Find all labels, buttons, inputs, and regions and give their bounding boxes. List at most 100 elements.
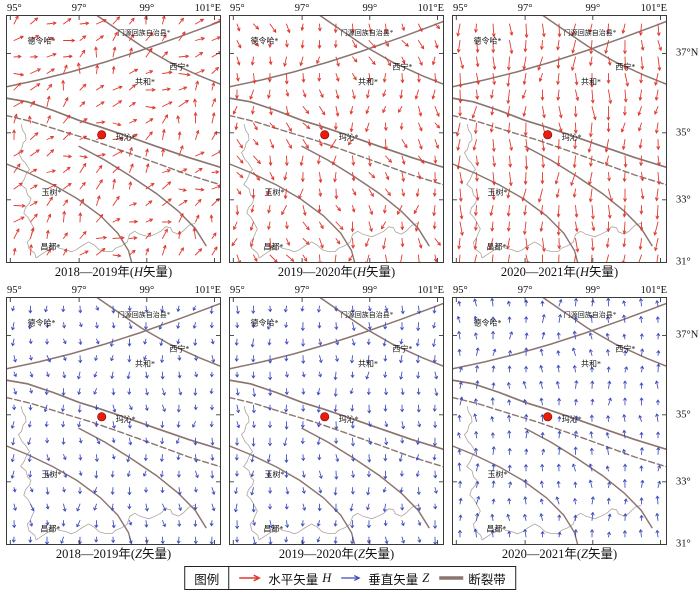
svg-text:西宁*: 西宁* xyxy=(392,344,412,354)
longitude-axis: 95° 97° 99° 101°E xyxy=(452,2,667,15)
lon-tick-label: 95° xyxy=(7,3,22,14)
svg-text:昌都*: 昌都* xyxy=(486,242,506,251)
lon-tick-label: 99° xyxy=(362,285,378,296)
svg-text:共和*: 共和* xyxy=(358,77,378,86)
svg-text:玛沁*: 玛沁* xyxy=(562,414,582,424)
caption-variable: H xyxy=(579,265,590,279)
svg-text:玉树*: 玉树* xyxy=(488,469,508,479)
caption-text: 2018—2019年( xyxy=(54,265,134,279)
city-labels: 德令哈* 门源回族自治县* 西宁* 共和* 玛沁* 玉树* 昌都* xyxy=(474,28,636,252)
svg-text:西宁*: 西宁* xyxy=(615,62,635,72)
city-labels: 德令哈* 门源回族自治县* 西宁* 共和* 玛沁* 玉树* 昌都* xyxy=(28,28,190,252)
panel-caption: 2020—2021年(H矢量) xyxy=(452,263,667,282)
axis-ticks xyxy=(7,16,220,262)
caption-variable: H xyxy=(133,265,144,279)
panel-caption: 2019—2020年(H矢量) xyxy=(229,263,444,282)
svg-text:门源回族自治县*: 门源回族自治县* xyxy=(118,28,171,37)
lon-tick-label: 97° xyxy=(71,3,87,14)
svg-text:玛沁*: 玛沁* xyxy=(116,132,136,142)
lon-tick-label: 99° xyxy=(585,285,601,296)
legend-variable: H xyxy=(322,570,332,585)
vector-map-h-2020: 德令哈* 门源回族自治县* 西宁* 共和* 玛沁* 玉树* 昌都* xyxy=(452,15,667,263)
map-frame xyxy=(452,15,667,263)
h-vector-arrow-icon xyxy=(239,574,261,582)
axis-ticks xyxy=(453,16,666,262)
svg-text:昌都*: 昌都* xyxy=(486,524,506,533)
panel-2019-2020-h: 95° 97° 99° 101°E 德令哈* 门源回族自治县* 西宁* 共和* 玛沁* 玉… xyxy=(229,2,444,282)
lon-tick-label: 99° xyxy=(139,285,155,296)
lon-tick-label: 95° xyxy=(230,3,245,14)
caption-text: 矢量) xyxy=(366,265,396,279)
svg-text:德令哈*: 德令哈* xyxy=(251,318,279,328)
axis-ticks xyxy=(230,298,443,544)
lat-tick-label: 37°N xyxy=(676,329,699,341)
svg-text:门源回族自治县*: 门源回族自治县* xyxy=(341,310,394,319)
vector-field xyxy=(456,297,662,538)
vector-map-h-2018: 德令哈* 门源回族自治县* 西宁* 共和* 玛沁* 玉树* 昌都* xyxy=(6,15,221,263)
caption-text: 矢量) xyxy=(143,265,173,279)
fault-lines xyxy=(452,15,667,263)
svg-text:玛沁*: 玛沁* xyxy=(339,132,359,142)
lon-tick-label: 99° xyxy=(585,3,601,14)
z-vector-arrow-icon xyxy=(341,575,361,581)
svg-text:西宁*: 西宁* xyxy=(392,62,412,72)
vector-map-z-2018: 德令哈* 门源回族自治县* 西宁* 共和* 玛沁* 玉树* 昌都* xyxy=(6,297,221,545)
svg-text:玉树*: 玉树* xyxy=(42,187,62,197)
svg-text:玉树*: 玉树* xyxy=(265,469,285,479)
map-frame xyxy=(229,15,444,263)
caption-text: 矢量) xyxy=(141,547,172,561)
svg-text:玉树*: 玉树* xyxy=(42,469,62,479)
axis-ticks xyxy=(7,298,220,544)
province-boundaries xyxy=(241,406,419,541)
caption-variable: Z xyxy=(358,547,365,561)
city-labels: 德令哈* 门源回族自治县* 西宁* 共和* 玛沁* 玉树* 昌都* xyxy=(251,28,413,252)
legend-divider xyxy=(228,567,230,589)
lon-tick-label: 95° xyxy=(230,285,245,296)
map-frame xyxy=(229,297,444,545)
city-labels: 德令哈* 门源回族自治县* 西宁* 共和* 玛沁* 玉树* 昌都* xyxy=(474,310,636,534)
lon-tick-label: 99° xyxy=(362,3,378,14)
lon-tick-label: 97° xyxy=(294,285,310,296)
lon-tick-label: 101°E xyxy=(417,285,444,296)
legend-item-h-vector: 水平矢量 H xyxy=(238,569,331,588)
lon-tick-label: 99° xyxy=(139,3,155,14)
svg-text:共和*: 共和* xyxy=(135,359,155,368)
panel-2018-2019-z: 95° 97° 99° 101°E 德令哈* 门源回族自治县* 西宁* 共和* 玛沁* 玉… xyxy=(6,284,221,564)
city-labels: 德令哈* 门源回族自治县* 西宁* 共和* 玛沁* 玉树* 昌都* xyxy=(28,310,190,534)
vector-field xyxy=(12,15,221,258)
lat-tick-label: 35° xyxy=(676,127,691,139)
caption-variable: H xyxy=(356,265,367,279)
longitude-axis: 95° 97° 99° 101°E xyxy=(452,284,667,297)
epicenter-marker xyxy=(320,130,330,140)
vector-field xyxy=(234,305,439,545)
lon-tick-label: 101°E xyxy=(640,285,667,296)
svg-text:德令哈*: 德令哈* xyxy=(28,318,56,328)
panel-2019-2020-z: 95° 97° 99° 101°E 德令哈* 门源回族自治县* 西宁* 共和* 玛沁* 玉… xyxy=(229,284,444,564)
fault-lines xyxy=(229,15,444,263)
province-boundaries xyxy=(18,406,196,541)
caption-text: 2020—2021年( xyxy=(501,547,582,561)
epicenter-marker xyxy=(97,130,107,140)
fault-lines xyxy=(452,297,667,545)
legend-item-fault: 断裂带 xyxy=(438,569,506,588)
svg-text:门源回族自治县*: 门源回族自治县* xyxy=(118,310,171,319)
svg-text:西宁*: 西宁* xyxy=(615,344,635,354)
legend-item-z-vector: 垂直矢量 Z xyxy=(340,569,429,588)
panel-2018-2019-h: 95° 97° 99° 101°E 德令哈* 门源回族自治县* 西宁* 共和* 玛沁* 玉… xyxy=(6,2,221,282)
vector-map-z-2019: 德令哈* 门源回族自治县* 西宁* 共和* 玛沁* 玉树* 昌都* xyxy=(229,297,444,545)
vector-map-h-2019: 德令哈* 门源回族自治县* 西宁* 共和* 玛沁* 玉树* 昌都* xyxy=(229,15,444,263)
panel-caption: 2019—2020年(Z矢量) xyxy=(229,545,444,564)
longitude-axis: 95° 97° 99° 101°E xyxy=(6,2,221,15)
epicenter-marker xyxy=(320,412,330,422)
fault-line-icon xyxy=(439,576,464,580)
map-frame xyxy=(6,297,221,545)
legend-label: 断裂带 xyxy=(468,572,506,587)
svg-text:玉树*: 玉树* xyxy=(265,187,285,197)
lon-tick-label: 97° xyxy=(294,3,310,14)
svg-text:玛沁*: 玛沁* xyxy=(339,414,359,424)
vector-map-z-2020: 德令哈* 门源回族自治县* 西宁* 共和* 玛沁* 玉树* 昌都* xyxy=(452,297,667,545)
epicenter-marker xyxy=(543,412,553,422)
svg-text:玉树*: 玉树* xyxy=(488,187,508,197)
fault-lines xyxy=(6,15,221,263)
svg-text:共和*: 共和* xyxy=(358,359,378,368)
